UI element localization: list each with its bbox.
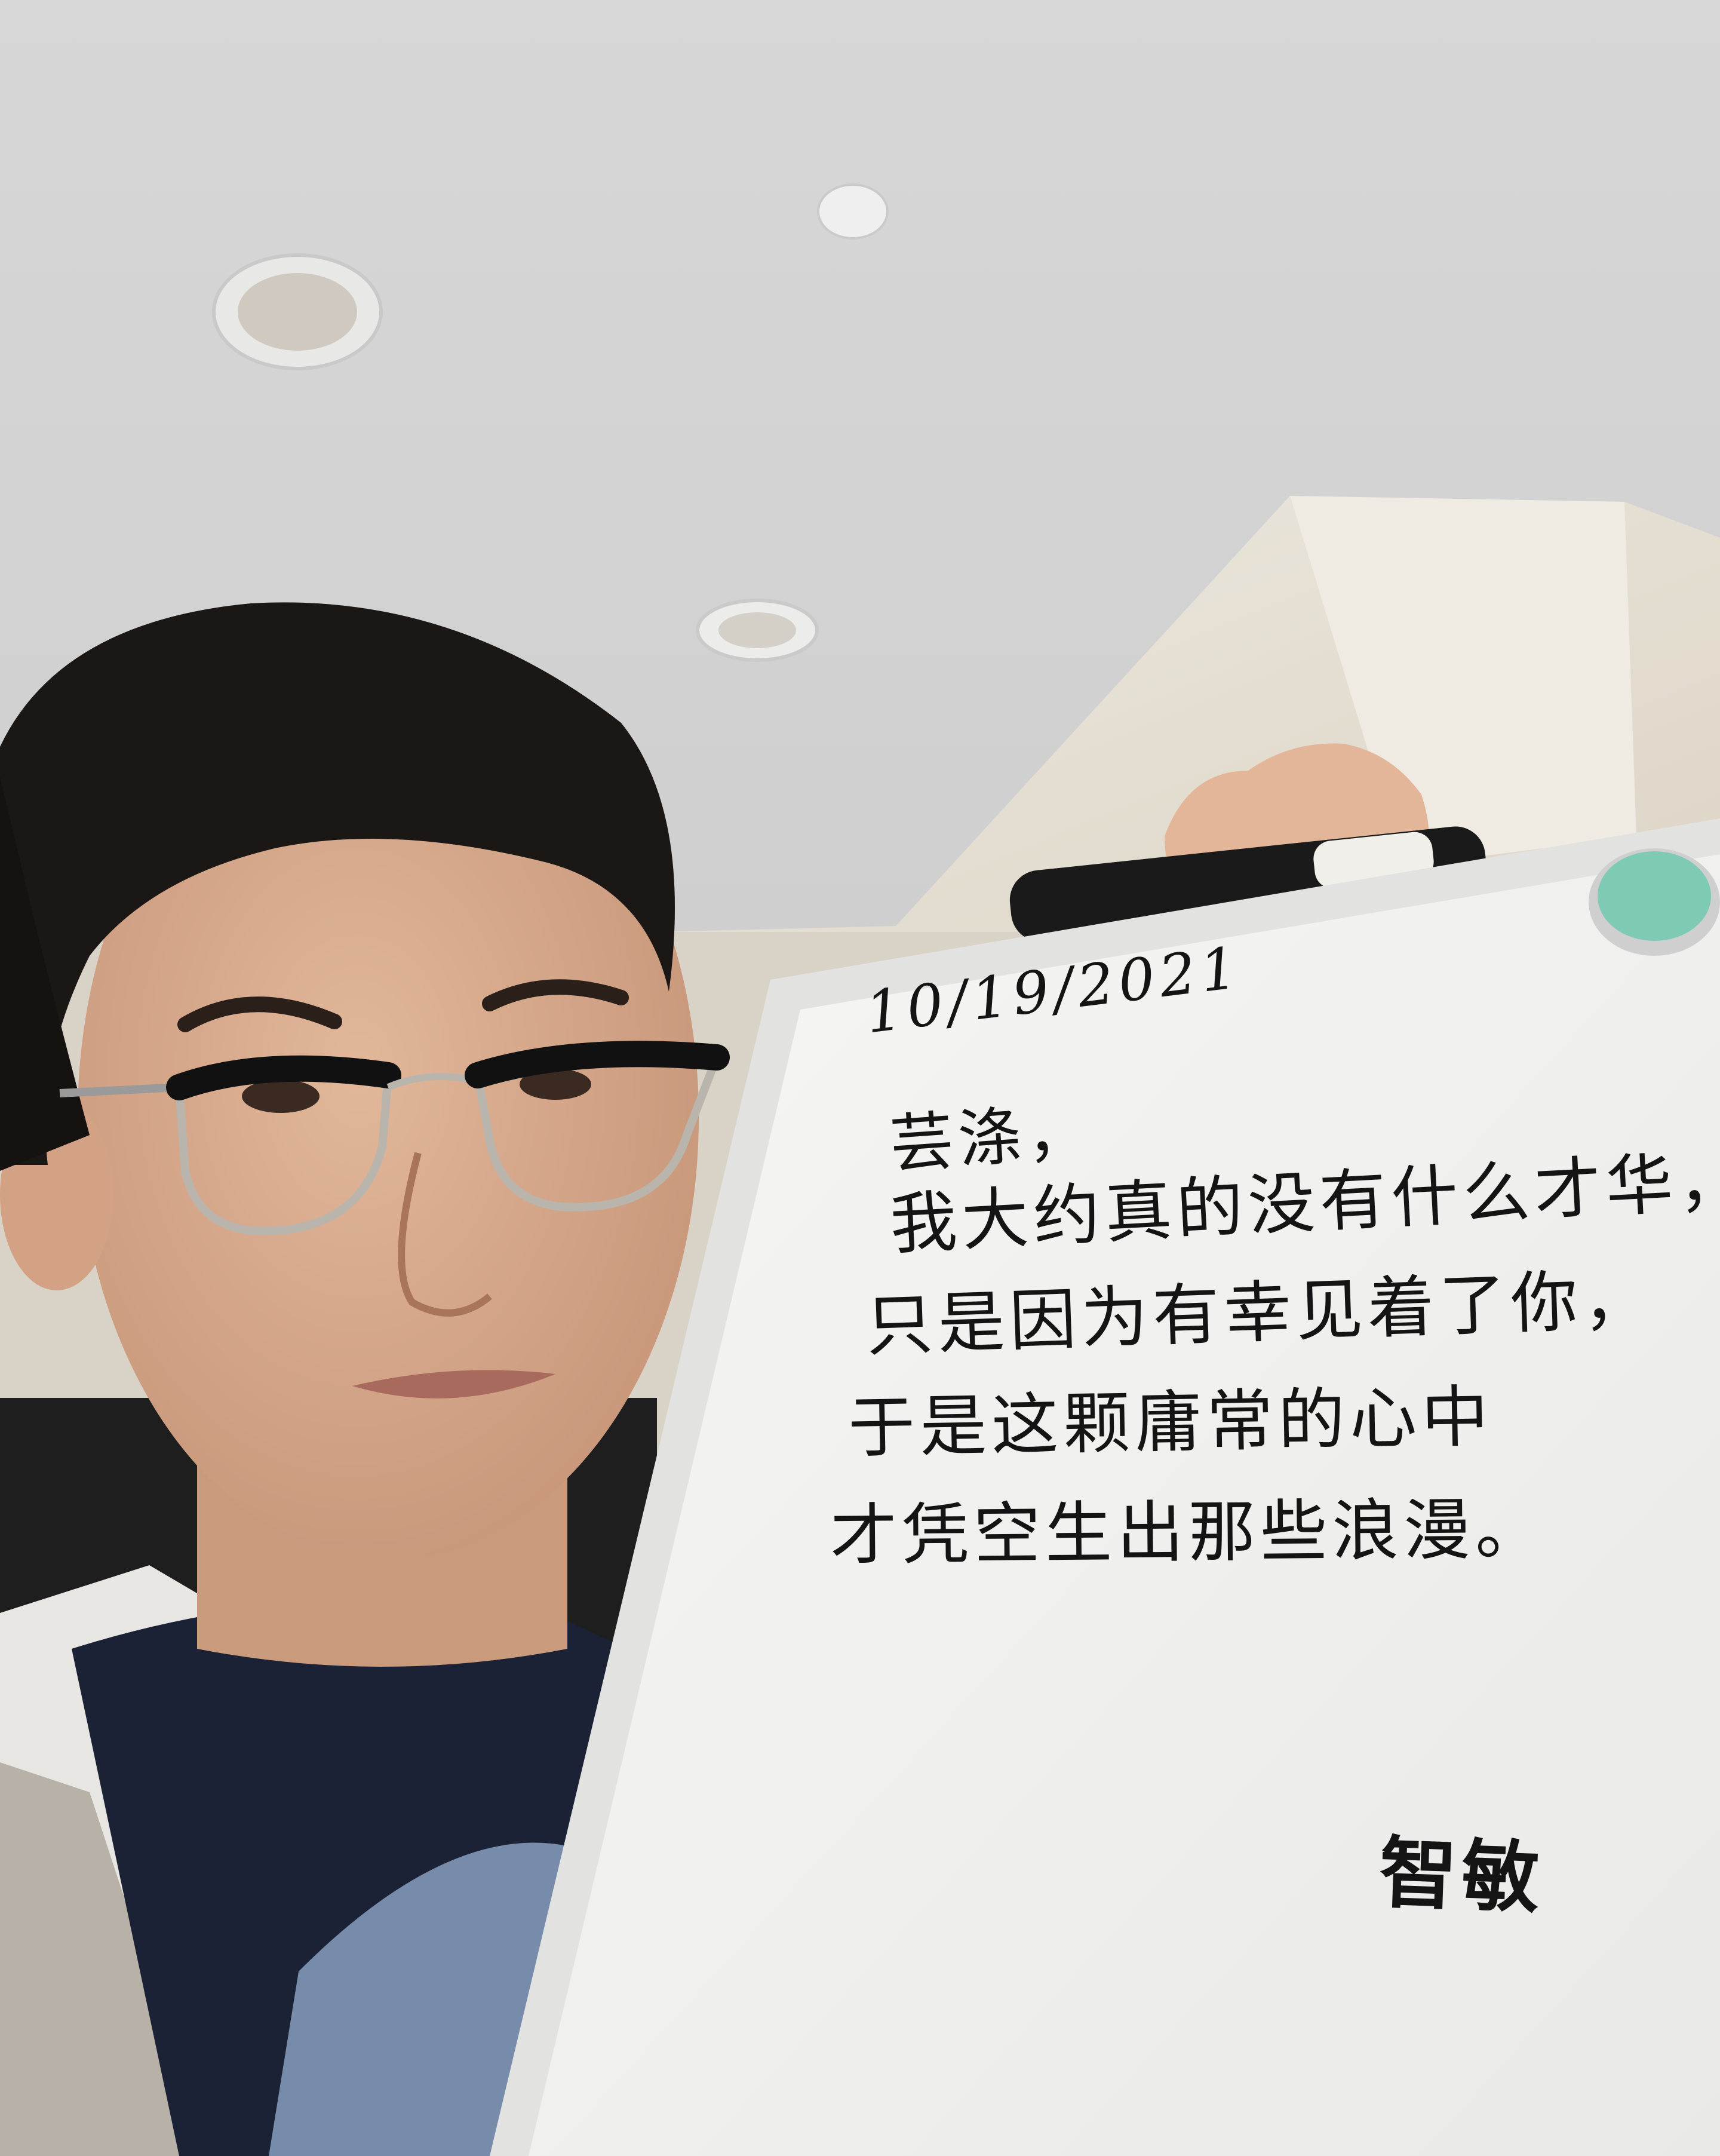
poem-line: 才凭空生出那些浪漫。 — [830, 1491, 1547, 1575]
ceiling-light-2 — [696, 599, 819, 662]
left-eyebrow — [177, 996, 342, 1032]
nose — [398, 1152, 492, 1317]
whiteboard — [529, 854, 1720, 2156]
left-eye — [242, 1079, 320, 1113]
ceiling-light-1 — [212, 253, 383, 370]
jacket-side — [0, 1762, 209, 2156]
glasses — [59, 1041, 730, 1235]
poem-line: 于是这颗庸常的心中 — [847, 1378, 1494, 1467]
hair — [0, 602, 675, 1165]
shirt-print — [269, 1842, 573, 2156]
signature: 智敏 — [1377, 1827, 1546, 1924]
right-eye — [520, 1069, 591, 1100]
ceiling-sensor — [817, 183, 889, 240]
right-eyebrow — [482, 979, 629, 1011]
mouth — [352, 1370, 555, 1399]
magnet — [1589, 848, 1720, 956]
hair-side — [0, 777, 90, 1171]
